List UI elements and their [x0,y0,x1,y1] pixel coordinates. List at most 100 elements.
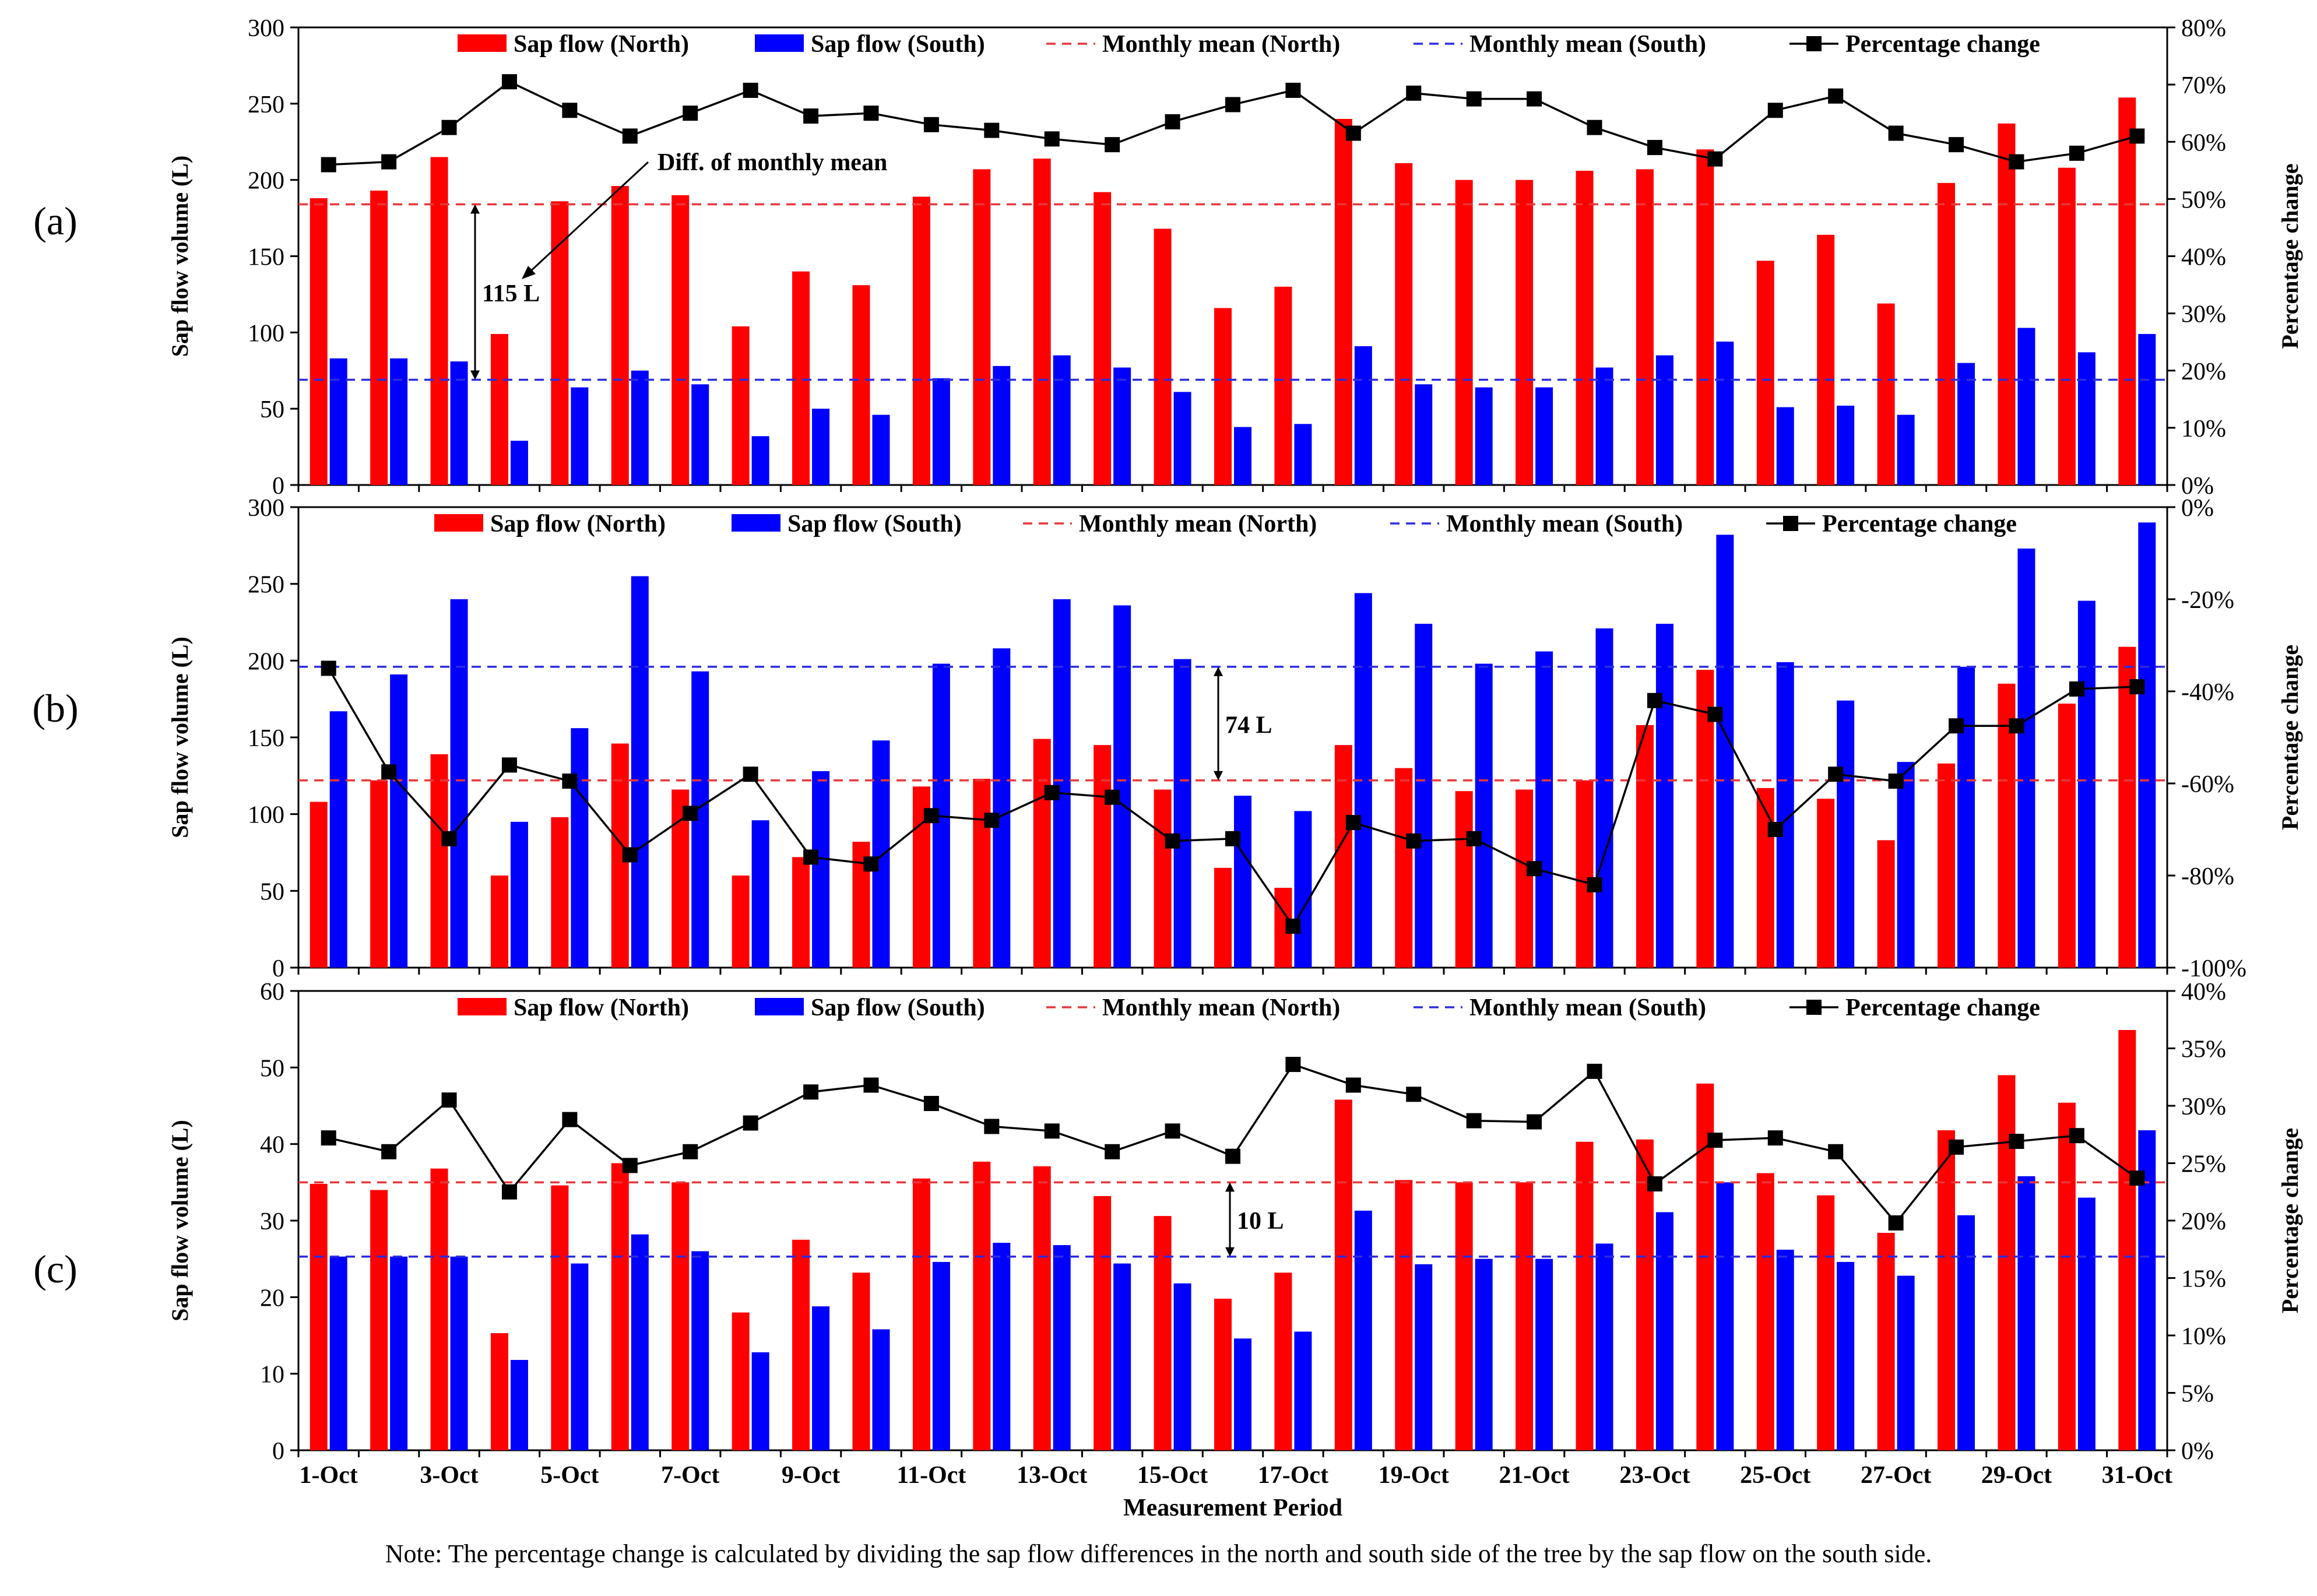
percentage-marker [1105,1144,1120,1159]
bar-south [993,365,1011,485]
legend-label-north: Sap flow (North) [490,511,666,537]
percentage-marker [1406,1087,1422,1102]
y2-tick-label: 50% [2181,187,2226,213]
y-tick-label: 50 [260,396,284,423]
y2-tick-label: 10% [2181,416,2226,442]
bar-south [1053,355,1071,485]
percentage-line [328,1063,2138,1225]
panel-label: (c) [33,1247,77,1291]
bar-north [1154,789,1172,968]
percentage-marker [1888,125,1904,141]
bar-south [510,1360,528,1450]
bar-south [932,1261,950,1450]
bar-north [551,817,569,968]
bar-south [1655,355,1673,485]
y-tick-label: 100 [248,320,284,347]
bar-north [1516,789,1534,968]
bar-south [450,1256,468,1450]
percentage-marker [562,103,578,118]
y2-tick-label: -20% [2181,587,2234,614]
percentage-marker [1466,1113,1482,1129]
legend-swatch-north [458,998,507,1015]
percentage-marker [984,813,1000,828]
y2-tick-label: 20% [2181,358,2226,385]
percentage-marker [1949,137,1964,153]
panel-a: 0 50 100 150 200 250 300 0% 10% 20% 30% 40% 50% 60% 70… [33,15,2303,500]
bar-north [490,1333,508,1450]
percentage-marker [1767,1130,1783,1146]
bar-south [691,384,709,485]
bar-south [1415,1264,1433,1450]
bar-north [1696,149,1714,485]
bar-north [1395,163,1413,486]
bar-north [310,1183,328,1450]
x-tick-label: 31-Oct [2102,1462,2172,1489]
y2-tick-label: 0% [2181,473,2214,500]
panel-label: (a) [33,199,77,243]
percentage-marker [1105,789,1120,805]
y2-tick-label: -80% [2181,863,2234,890]
bar-north [611,186,629,486]
bar-north [1938,763,1956,968]
y-tick-label: 60 [260,979,284,1006]
bar-north [430,1168,448,1450]
legend-label-percentage: Percentage change [1845,994,2040,1021]
bar-north [310,801,328,968]
bar-north [1998,123,2016,486]
bar-south [1173,1283,1191,1450]
y-tick-label: 250 [248,572,284,599]
y2-tick-label: 60% [2181,129,2226,156]
percentage-marker [321,1130,336,1146]
mean-difference-label: 10 L [1237,1208,1284,1235]
legend-swatch-north [434,514,483,532]
bar-north [1576,780,1594,968]
x-tick-label: 1-Oct [300,1462,358,1489]
x-tick-label: 15-Oct [1137,1462,1208,1489]
bar-south [1776,407,1794,485]
y-tick-label: 200 [248,168,284,195]
bar-north [1395,1180,1413,1450]
percentage-marker [1707,151,1723,167]
x-tick-label: 13-Oct [1017,1462,1087,1489]
bar-south [1173,659,1191,968]
percentage-marker [1165,114,1180,129]
percentage-marker [1345,125,1361,141]
callout-label: Diff. of monthly mean [658,149,887,176]
y-tick-label: 0 [272,955,284,982]
y-axis-label: Sap flow volume (L) [167,637,193,838]
bar-south [751,820,769,968]
bar-south [2077,352,2096,485]
bar-south [1234,796,1251,968]
percentage-marker [1466,831,1482,846]
percentage-marker [1345,1077,1361,1093]
bar-south [2017,549,2035,968]
bar-north [2118,1029,2136,1450]
bar-south [1475,387,1493,485]
x-tick-label: 23-Oct [1619,1462,1690,1489]
y2-tick-label: 10% [2181,1323,2226,1350]
y-tick-label: 100 [248,802,284,829]
bar-south [691,1251,709,1450]
percentage-marker [2069,681,2084,697]
percentage-marker [1466,91,1482,107]
bar-north [1817,799,1835,968]
bar-south [1113,1263,1131,1450]
bar-south [631,1234,649,1450]
percentage-marker [1767,822,1783,837]
percentage-marker [743,767,758,782]
bar-north [1214,1298,1232,1450]
legend-label-mean-south: Monthly mean (South) [1446,511,1683,537]
percentage-marker [1225,97,1240,113]
bar-north [973,1161,991,1450]
bar-north [792,857,810,968]
percentage-marker [1406,85,1422,101]
bar-south [872,414,890,485]
bar-north [490,876,508,968]
x-tick-label: 5-Oct [540,1462,599,1489]
percentage-marker [2069,1128,2084,1144]
bar-north [551,1185,569,1450]
bar-south [571,1263,589,1450]
y2-tick-label: 5% [2181,1381,2214,1408]
bar-north [1516,180,1534,486]
legend-label-south: Sap flow (South) [811,994,985,1021]
